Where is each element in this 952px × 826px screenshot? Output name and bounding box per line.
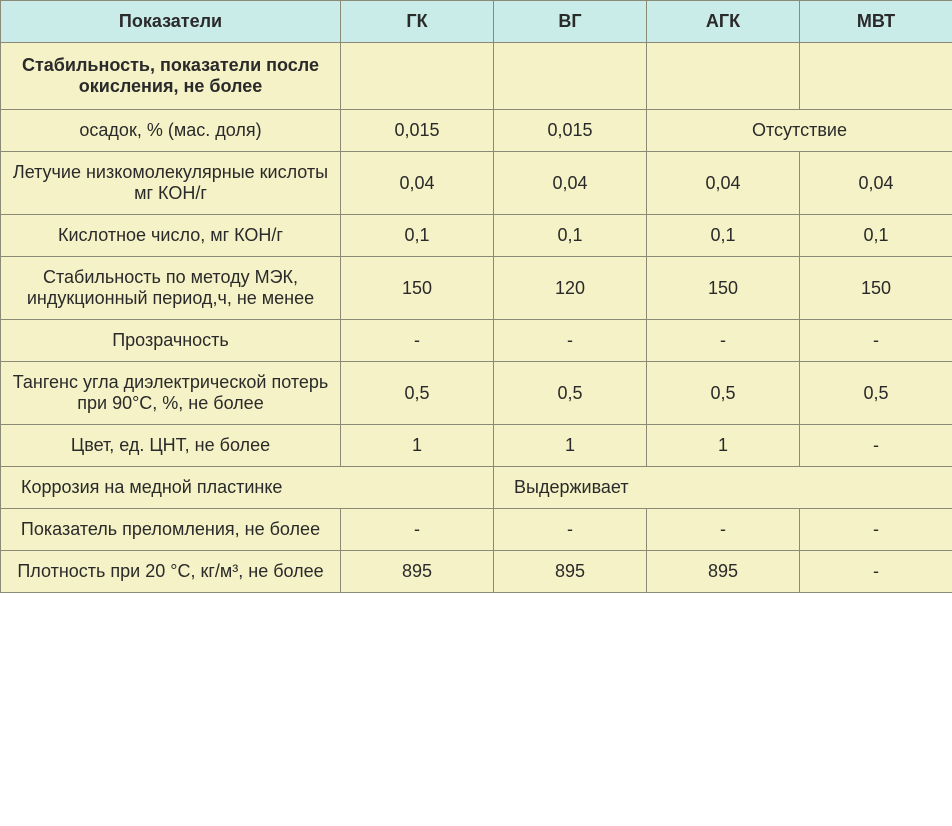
transparency-v2: - [494, 320, 647, 362]
refraction-v3: - [647, 509, 800, 551]
sediment-v2: 0,015 [494, 110, 647, 152]
volatile-acids-v3: 0,04 [647, 152, 800, 215]
color-v4: - [800, 425, 952, 467]
row-sediment: осадок, % (мас. доля) 0,015 0,015 Отсутс… [1, 110, 952, 152]
corrosion-value: Выдерживает [494, 467, 952, 509]
header-param: Показатели [1, 1, 341, 43]
tan-delta-label: Тангенс угла диэлектрической потерь при … [1, 362, 341, 425]
sediment-absent: Отсутствие [647, 110, 952, 152]
density-label: Плотность при 20 °С, кг/м³, не более [1, 551, 341, 593]
empty-cell [494, 43, 647, 110]
transparency-v3: - [647, 320, 800, 362]
tan-delta-v1: 0,5 [341, 362, 494, 425]
table-header-row: Показатели ГК ВГ АГК МВТ [1, 1, 952, 43]
refraction-label: Показатель преломления, не более [1, 509, 341, 551]
color-v2: 1 [494, 425, 647, 467]
acid-number-v2: 0,1 [494, 215, 647, 257]
row-transparency: Прозрачность - - - - [1, 320, 952, 362]
row-stability-section: Стабильность, показатели после окисления… [1, 43, 952, 110]
stability-section-label: Стабильность, показатели после окисления… [1, 43, 341, 110]
color-label: Цвет, ед. ЦНТ, не более [1, 425, 341, 467]
tan-delta-v3: 0,5 [647, 362, 800, 425]
transparency-v4: - [800, 320, 952, 362]
row-mek-stability: Стабильность по методу МЭК, индукционный… [1, 257, 952, 320]
header-c4: МВТ [800, 1, 952, 43]
volatile-acids-v1: 0,04 [341, 152, 494, 215]
parameters-table: Показатели ГК ВГ АГК МВТ Стабильность, п… [0, 0, 952, 593]
refraction-v4: - [800, 509, 952, 551]
tan-delta-v4: 0,5 [800, 362, 952, 425]
mek-stability-label: Стабильность по методу МЭК, индукционный… [1, 257, 341, 320]
refraction-v1: - [341, 509, 494, 551]
volatile-acids-v4: 0,04 [800, 152, 952, 215]
color-v1: 1 [341, 425, 494, 467]
mek-stability-v1: 150 [341, 257, 494, 320]
acid-number-v1: 0,1 [341, 215, 494, 257]
tan-delta-v2: 0,5 [494, 362, 647, 425]
empty-cell [341, 43, 494, 110]
acid-number-label: Кислотное число, мг КОН/г [1, 215, 341, 257]
density-v3: 895 [647, 551, 800, 593]
mek-stability-v3: 150 [647, 257, 800, 320]
corrosion-label: Коррозия на медной пластинке [1, 467, 494, 509]
header-c2: ВГ [494, 1, 647, 43]
row-density: Плотность при 20 °С, кг/м³, не более 895… [1, 551, 952, 593]
row-color: Цвет, ед. ЦНТ, не более 1 1 1 - [1, 425, 952, 467]
volatile-acids-label: Летучие низкомолекулярные кислоты мг КОН… [1, 152, 341, 215]
sediment-v1: 0,015 [341, 110, 494, 152]
transparency-label: Прозрачность [1, 320, 341, 362]
volatile-acids-v2: 0,04 [494, 152, 647, 215]
header-c1: ГК [341, 1, 494, 43]
refraction-v2: - [494, 509, 647, 551]
density-v4: - [800, 551, 952, 593]
row-corrosion: Коррозия на медной пластинке Выдерживает [1, 467, 952, 509]
density-v2: 895 [494, 551, 647, 593]
sediment-label: осадок, % (мас. доля) [1, 110, 341, 152]
transparency-v1: - [341, 320, 494, 362]
color-v3: 1 [647, 425, 800, 467]
empty-cell [647, 43, 800, 110]
row-acid-number: Кислотное число, мг КОН/г 0,1 0,1 0,1 0,… [1, 215, 952, 257]
row-volatile-acids: Летучие низкомолекулярные кислоты мг КОН… [1, 152, 952, 215]
density-v1: 895 [341, 551, 494, 593]
row-tan-delta: Тангенс угла диэлектрической потерь при … [1, 362, 952, 425]
header-c3: АГК [647, 1, 800, 43]
empty-cell [800, 43, 952, 110]
row-refraction: Показатель преломления, не более - - - - [1, 509, 952, 551]
acid-number-v4: 0,1 [800, 215, 952, 257]
mek-stability-v4: 150 [800, 257, 952, 320]
mek-stability-v2: 120 [494, 257, 647, 320]
acid-number-v3: 0,1 [647, 215, 800, 257]
